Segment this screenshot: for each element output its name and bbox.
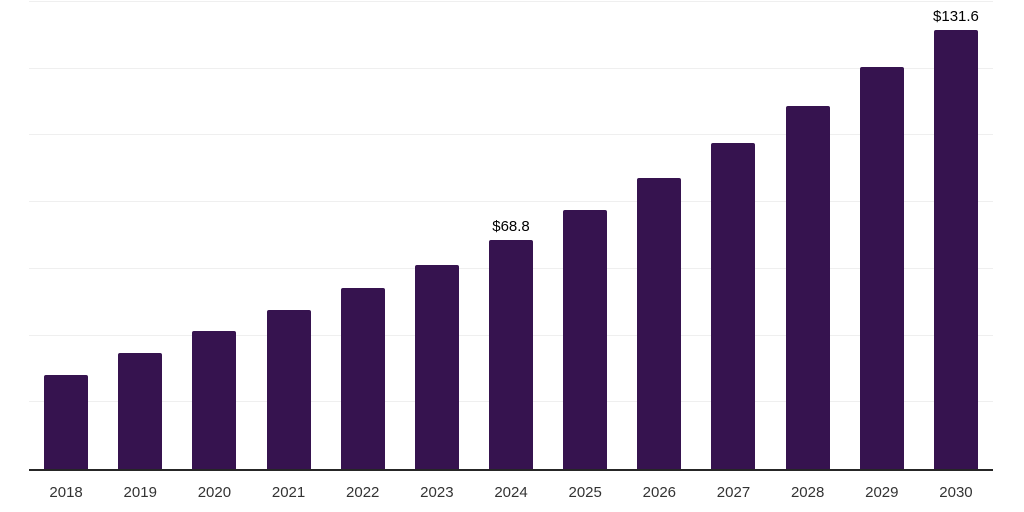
- gridline: [29, 134, 993, 136]
- x-axis-label: 2026: [642, 484, 677, 501]
- bar: [859, 67, 904, 469]
- bar-column: [696, 2, 770, 469]
- gridline: [29, 67, 993, 69]
- bar: [489, 239, 534, 469]
- bar-value-label: $131.6: [933, 8, 979, 26]
- bar-column: $131.6: [919, 2, 993, 469]
- bar-group: $68.8 $131.6: [29, 2, 993, 469]
- plot-area: $68.8 $131.6: [29, 1, 993, 471]
- bar-column: [326, 2, 400, 469]
- x-axis-label: 2028: [790, 484, 825, 501]
- bar-column: [622, 2, 696, 469]
- x-axis-label: 2027: [716, 484, 751, 501]
- bar: [414, 264, 459, 469]
- bar-value-label: $68.8: [492, 217, 530, 235]
- x-axis-label: 2021: [271, 484, 306, 501]
- bar: [711, 143, 756, 469]
- bar-column: [177, 2, 251, 469]
- bar: [118, 353, 163, 469]
- bar-column: [400, 2, 474, 469]
- bar-column: [103, 2, 177, 469]
- x-axis-label: 2030: [939, 484, 973, 501]
- bar: [563, 210, 608, 469]
- bar-column: [548, 2, 622, 469]
- x-axis-label: 2019: [123, 484, 157, 501]
- bar: [340, 287, 385, 469]
- bar: [192, 331, 237, 469]
- x-axis-label: 2018: [49, 484, 83, 501]
- bar-column: $68.8: [474, 2, 548, 469]
- bar: [44, 375, 89, 469]
- bar: [785, 106, 830, 469]
- bar-column: [251, 2, 325, 469]
- x-axis-label: 2029: [865, 484, 899, 501]
- bar: [933, 30, 978, 469]
- x-axis-label: 2023: [420, 484, 454, 501]
- bar: [637, 178, 682, 469]
- x-axis-label: 2022: [346, 484, 380, 501]
- x-axis-label: 2025: [568, 484, 602, 501]
- x-axis-label: 2024: [494, 484, 528, 501]
- bar-column: [845, 2, 919, 469]
- bar-column: [29, 2, 103, 469]
- gridline: [29, 1, 993, 2]
- x-axis-label: 2020: [197, 484, 232, 501]
- bar: [266, 310, 311, 469]
- x-axis: 2018 2019 2020 2021 2022 2023 2024 2025 2026 2027…: [29, 485, 993, 500]
- bar-column: [771, 2, 845, 469]
- gridline: [29, 201, 993, 203]
